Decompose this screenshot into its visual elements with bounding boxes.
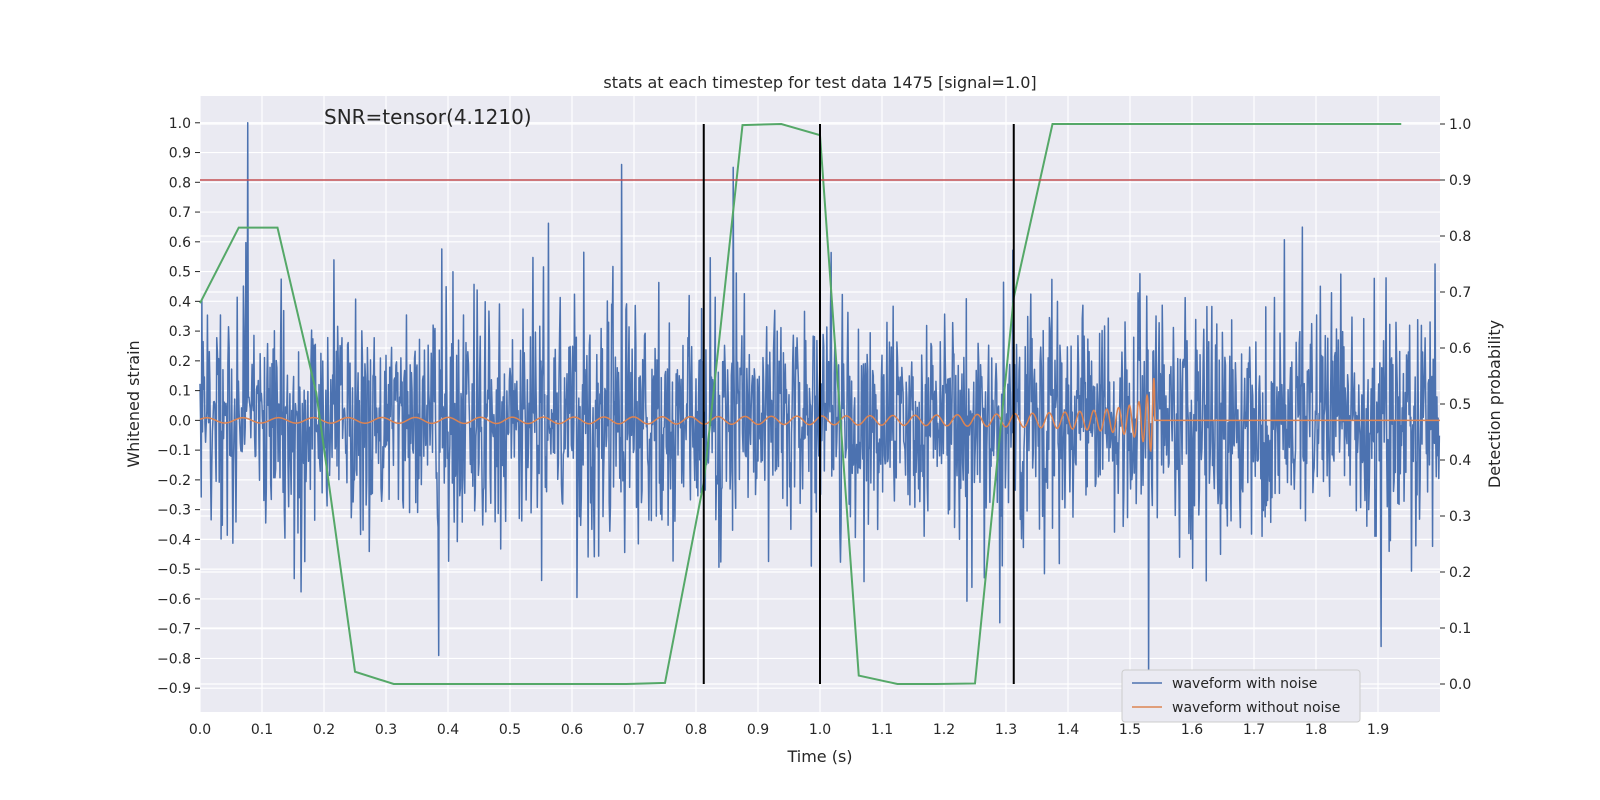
y2-tick-label: 0.0 xyxy=(1449,677,1471,693)
legend: waveform with noise waveform without noi… xyxy=(1121,669,1361,723)
y-tick-label: 0.0 xyxy=(169,413,191,429)
y-tick-label: −0.6 xyxy=(157,592,191,608)
y-tick-label: 0.6 xyxy=(169,235,191,251)
y2-tick-label: 0.3 xyxy=(1449,509,1471,525)
y2-tick-label: 0.8 xyxy=(1449,229,1471,245)
x-tick-label: 1.8 xyxy=(1305,722,1327,738)
legend-label-noise: waveform with noise xyxy=(1172,676,1317,692)
x-tick-label: 1.6 xyxy=(1181,722,1203,738)
x-tick-label: 1.3 xyxy=(995,722,1017,738)
y-tick-label: −0.8 xyxy=(157,651,191,667)
y2-tick-label: 0.2 xyxy=(1449,565,1471,581)
y-tick-label: 0.3 xyxy=(169,324,191,340)
y2-axis-ticks: 1.0 0.9 0.8 0.7 0.6 0.5 0.4 0.3 0.2 0.1 0.0 xyxy=(1440,117,1471,693)
x-tick-label: 0.2 xyxy=(313,722,335,738)
legend-label-clean: waveform without noise xyxy=(1172,700,1340,716)
y-tick-label: 0.1 xyxy=(169,384,191,400)
y2-tick-label: 0.5 xyxy=(1449,397,1471,413)
y2-axis-label: Detection probability xyxy=(1485,320,1504,488)
x-tick-label: 1.1 xyxy=(871,722,893,738)
snr-annotation: SNR=tensor(4.1210) xyxy=(324,105,532,129)
y-tick-label: 0.7 xyxy=(169,205,191,221)
x-axis-label: Time (s) xyxy=(786,747,852,766)
reference-lines xyxy=(200,124,1440,684)
y-tick-label: 1.0 xyxy=(169,116,191,132)
y2-tick-label: 1.0 xyxy=(1449,117,1471,133)
y-tick-label: 0.4 xyxy=(169,294,191,310)
x-tick-label: 1.9 xyxy=(1367,722,1389,738)
y-tick-label: −0.7 xyxy=(157,622,191,638)
x-axis-ticks: 0.0 0.1 0.2 0.3 0.4 0.5 0.6 0.7 0.8 0.9 1.0 1.1 1.2 1… xyxy=(189,722,1389,738)
x-tick-label: 0.7 xyxy=(623,722,645,738)
y-axis-label: Whitened strain xyxy=(124,340,143,467)
x-tick-label: 0.9 xyxy=(747,722,769,738)
y2-tick-label: 0.9 xyxy=(1449,173,1471,189)
x-tick-label: 0.1 xyxy=(251,722,273,738)
y-tick-label: −0.3 xyxy=(157,503,191,519)
x-tick-label: 0.8 xyxy=(685,722,707,738)
x-tick-label: 1.7 xyxy=(1243,722,1265,738)
x-tick-label: 0.4 xyxy=(437,722,459,738)
y2-tick-label: 0.1 xyxy=(1449,621,1471,637)
x-tick-label: 1.5 xyxy=(1119,722,1141,738)
y2-tick-label: 0.7 xyxy=(1449,285,1471,301)
legend-box xyxy=(1121,669,1361,723)
y-tick-label: −0.1 xyxy=(157,443,191,459)
chart-title: stats at each timestep for test data 147… xyxy=(603,73,1036,92)
y-tick-label: 0.5 xyxy=(169,265,191,281)
y2-tick-label: 0.4 xyxy=(1449,453,1471,469)
y-tick-label: 0.9 xyxy=(169,146,191,162)
y-tick-label: −0.9 xyxy=(157,681,191,697)
x-tick-label: 0.0 xyxy=(189,722,211,738)
x-tick-label: 1.0 xyxy=(809,722,831,738)
y2-tick-label: 0.6 xyxy=(1449,341,1471,357)
y-tick-label: −0.5 xyxy=(157,562,191,578)
y-tick-label: 0.2 xyxy=(169,354,191,370)
x-tick-label: 1.2 xyxy=(933,722,955,738)
y-axis-ticks: 1.0 0.9 0.8 0.7 0.6 0.5 0.4 0.3 0.2 0.1 0.0 −0.1 −0.… xyxy=(157,116,200,697)
x-tick-label: 0.6 xyxy=(561,722,583,738)
x-tick-label: 1.4 xyxy=(1057,722,1079,738)
y-tick-label: 0.8 xyxy=(169,175,191,191)
y-tick-label: −0.2 xyxy=(157,473,191,489)
series-detection-probability xyxy=(199,122,1402,685)
y-tick-label: −0.4 xyxy=(157,532,191,548)
x-tick-label: 0.5 xyxy=(499,722,521,738)
x-tick-label: 0.3 xyxy=(375,722,397,738)
